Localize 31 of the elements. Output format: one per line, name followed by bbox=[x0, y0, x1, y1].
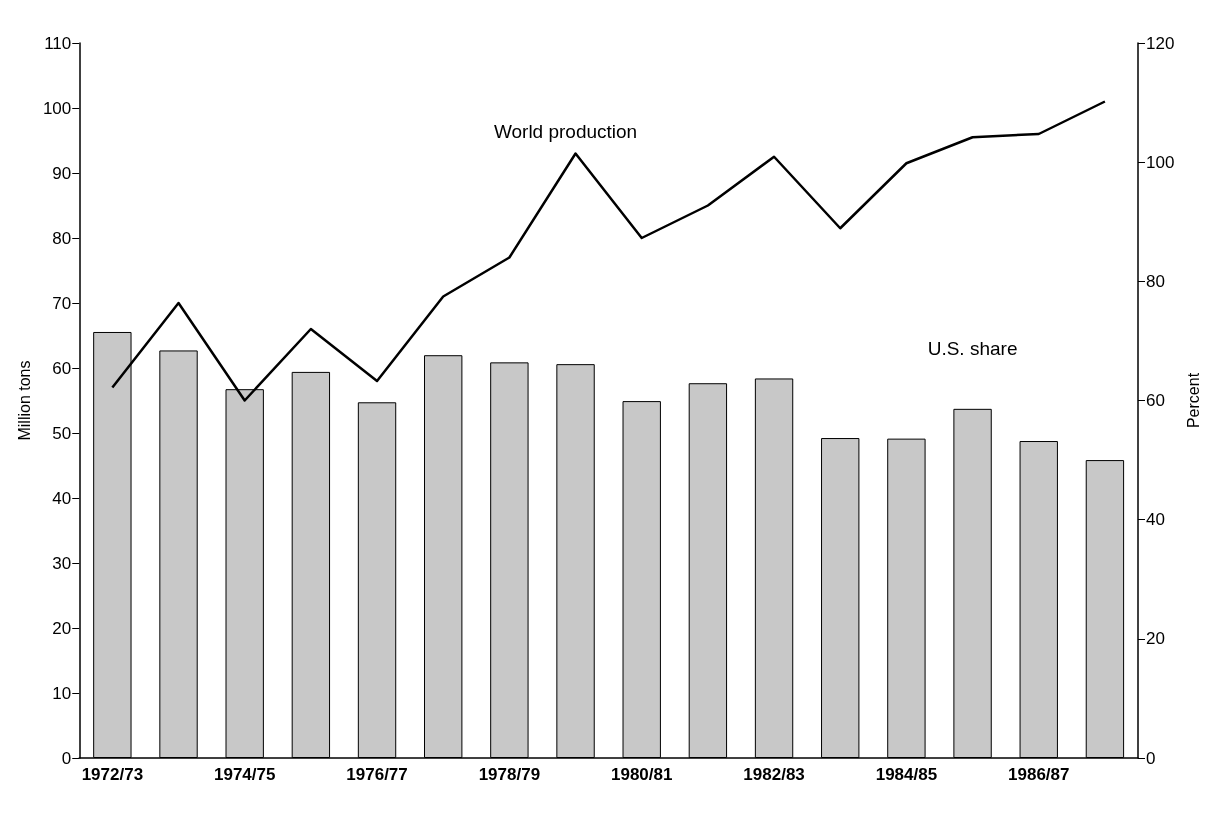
y-tick-label: 40 bbox=[52, 488, 72, 508]
x-tick-label: 1986/87 bbox=[1008, 765, 1070, 784]
y2-tick-label: 40 bbox=[1146, 510, 1165, 530]
x-tick-label: 1982/83 bbox=[743, 765, 805, 784]
y2-tick-label: 0 bbox=[1146, 748, 1156, 768]
y-tick-label: 50 bbox=[52, 423, 72, 443]
y2-tick-label: 60 bbox=[1146, 391, 1165, 410]
y-tick-label: 70 bbox=[52, 293, 72, 313]
y-tick-label: 0 bbox=[61, 748, 72, 768]
x-tick-label: 1976/77 bbox=[346, 765, 408, 784]
y2-tick-label: 100 bbox=[1146, 152, 1175, 172]
x-tick-label: 1974/75 bbox=[213, 765, 276, 784]
y-tick-label: 90 bbox=[52, 163, 72, 183]
y-axis-title: Million tons bbox=[15, 360, 33, 441]
y2-tick-label: 80 bbox=[1146, 271, 1165, 291]
x-tick-label: 1978/79 bbox=[478, 765, 541, 784]
y2-tick-label: 120 bbox=[1146, 33, 1175, 53]
y-tick-label: 110 bbox=[44, 33, 72, 53]
y-tick-label: 80 bbox=[52, 228, 72, 248]
y-tick-label: 60 bbox=[52, 358, 72, 378]
x-tick-label: 1972/73 bbox=[81, 765, 144, 784]
y-tick-label: 10 bbox=[52, 683, 72, 703]
y-tick-label: 100 bbox=[42, 98, 72, 118]
x-tick-label: 1984/85 bbox=[875, 765, 938, 784]
y-tick-label: 20 bbox=[52, 618, 72, 638]
y2-axis-title: Percent bbox=[1184, 372, 1202, 429]
y-tick-label: 30 bbox=[52, 553, 72, 573]
y2-tick-label: 20 bbox=[1146, 629, 1165, 649]
text: U.S. share bbox=[927, 337, 1018, 359]
x-tick-label: 1980/81 bbox=[610, 765, 673, 784]
series-label: World production bbox=[493, 120, 638, 142]
